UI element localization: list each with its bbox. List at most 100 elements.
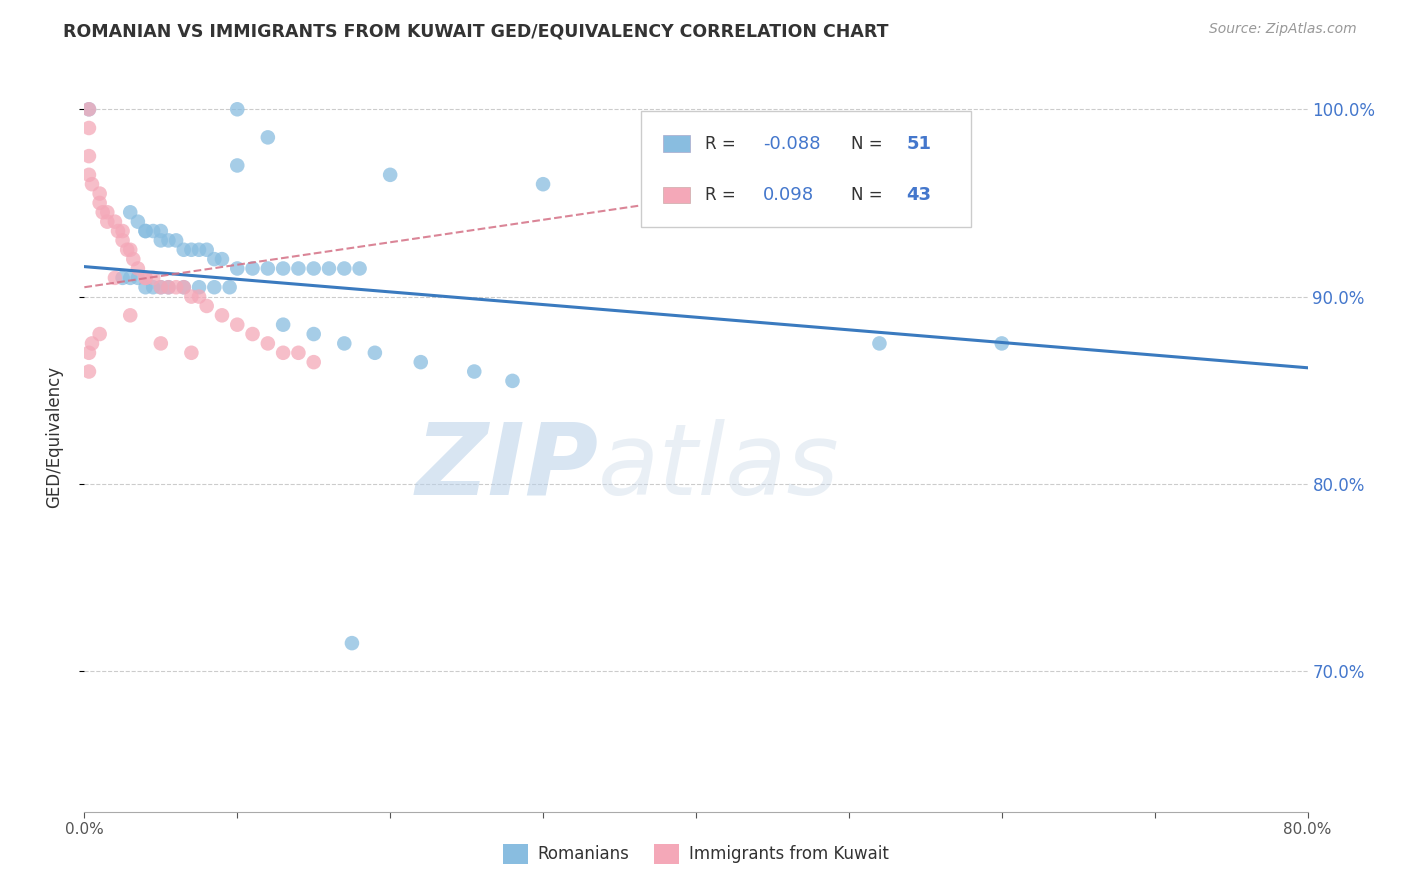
Point <box>165 280 187 294</box>
Text: 51: 51 <box>907 135 931 153</box>
Point <box>257 130 280 145</box>
Text: ROMANIAN VS IMMIGRANTS FROM KUWAIT GED/EQUIVALENCY CORRELATION CHART: ROMANIAN VS IMMIGRANTS FROM KUWAIT GED/E… <box>63 22 889 40</box>
Point <box>202 280 225 294</box>
Point <box>340 636 363 650</box>
Point <box>991 336 1014 351</box>
Point <box>149 233 172 247</box>
Text: 0.098: 0.098 <box>763 186 814 203</box>
Point <box>257 261 280 276</box>
Point <box>107 224 129 238</box>
Point <box>364 345 387 359</box>
Point <box>96 214 118 228</box>
Point <box>302 261 325 276</box>
Point <box>188 243 211 257</box>
Legend: Romanians, Immigrants from Kuwait: Romanians, Immigrants from Kuwait <box>496 838 896 871</box>
Point <box>127 270 149 285</box>
Text: R =: R = <box>704 135 741 153</box>
Point <box>149 280 172 294</box>
Point <box>104 270 127 285</box>
FancyBboxPatch shape <box>664 186 690 203</box>
Text: N =: N = <box>851 135 889 153</box>
Point <box>80 336 103 351</box>
Point <box>149 336 172 351</box>
Point <box>89 195 111 210</box>
Point <box>142 280 165 294</box>
Text: 43: 43 <box>907 186 931 203</box>
Point <box>180 345 202 359</box>
Text: R =: R = <box>704 186 745 203</box>
Point <box>226 158 249 172</box>
Point <box>333 336 356 351</box>
Text: ZIP: ZIP <box>415 418 598 516</box>
FancyBboxPatch shape <box>664 136 690 152</box>
Point <box>211 308 233 322</box>
Point <box>302 326 325 341</box>
Point <box>173 280 195 294</box>
Point <box>211 252 233 266</box>
Point <box>271 318 294 332</box>
Point <box>333 261 356 276</box>
Point <box>89 186 111 201</box>
Point <box>77 149 100 163</box>
Point <box>531 177 554 191</box>
Point <box>180 243 202 257</box>
Point <box>120 270 142 285</box>
Point <box>122 252 145 266</box>
Point <box>157 233 180 247</box>
Point <box>115 243 138 257</box>
Point <box>242 261 264 276</box>
Point <box>226 318 249 332</box>
Point <box>111 270 134 285</box>
Point <box>135 224 157 238</box>
Point <box>173 280 195 294</box>
Point <box>91 205 114 219</box>
Point <box>349 261 371 276</box>
Point <box>287 345 309 359</box>
Point <box>195 299 218 313</box>
Point <box>80 177 103 191</box>
Text: atlas: atlas <box>598 418 839 516</box>
Point <box>463 364 485 378</box>
Point <box>157 280 180 294</box>
Point <box>869 336 891 351</box>
Point <box>218 280 240 294</box>
Text: N =: N = <box>851 186 889 203</box>
Point <box>142 270 165 285</box>
Point <box>302 355 325 369</box>
Point <box>226 102 249 116</box>
Point <box>202 252 225 266</box>
Point <box>77 168 100 182</box>
Point <box>180 289 202 303</box>
Point <box>188 280 211 294</box>
Point <box>135 270 157 285</box>
Point <box>120 205 142 219</box>
Point <box>111 224 134 238</box>
Point <box>318 261 340 276</box>
Point <box>157 280 180 294</box>
Point <box>380 168 402 182</box>
Point <box>149 224 172 238</box>
Point <box>257 336 280 351</box>
Point <box>287 261 309 276</box>
Point <box>142 224 165 238</box>
Point <box>271 345 294 359</box>
Text: Source: ZipAtlas.com: Source: ZipAtlas.com <box>1209 22 1357 37</box>
Point <box>135 224 157 238</box>
Point <box>173 243 195 257</box>
Point <box>77 102 100 116</box>
Point <box>165 233 187 247</box>
Point <box>77 102 100 116</box>
Point <box>89 326 111 341</box>
Point <box>77 364 100 378</box>
Point <box>111 233 134 247</box>
Point <box>135 280 157 294</box>
Point <box>77 345 100 359</box>
Point <box>149 280 172 294</box>
Point <box>135 270 157 285</box>
Point <box>127 214 149 228</box>
Point <box>127 261 149 276</box>
FancyBboxPatch shape <box>641 112 972 227</box>
Text: -0.088: -0.088 <box>763 135 821 153</box>
Point <box>120 308 142 322</box>
Point <box>104 214 127 228</box>
